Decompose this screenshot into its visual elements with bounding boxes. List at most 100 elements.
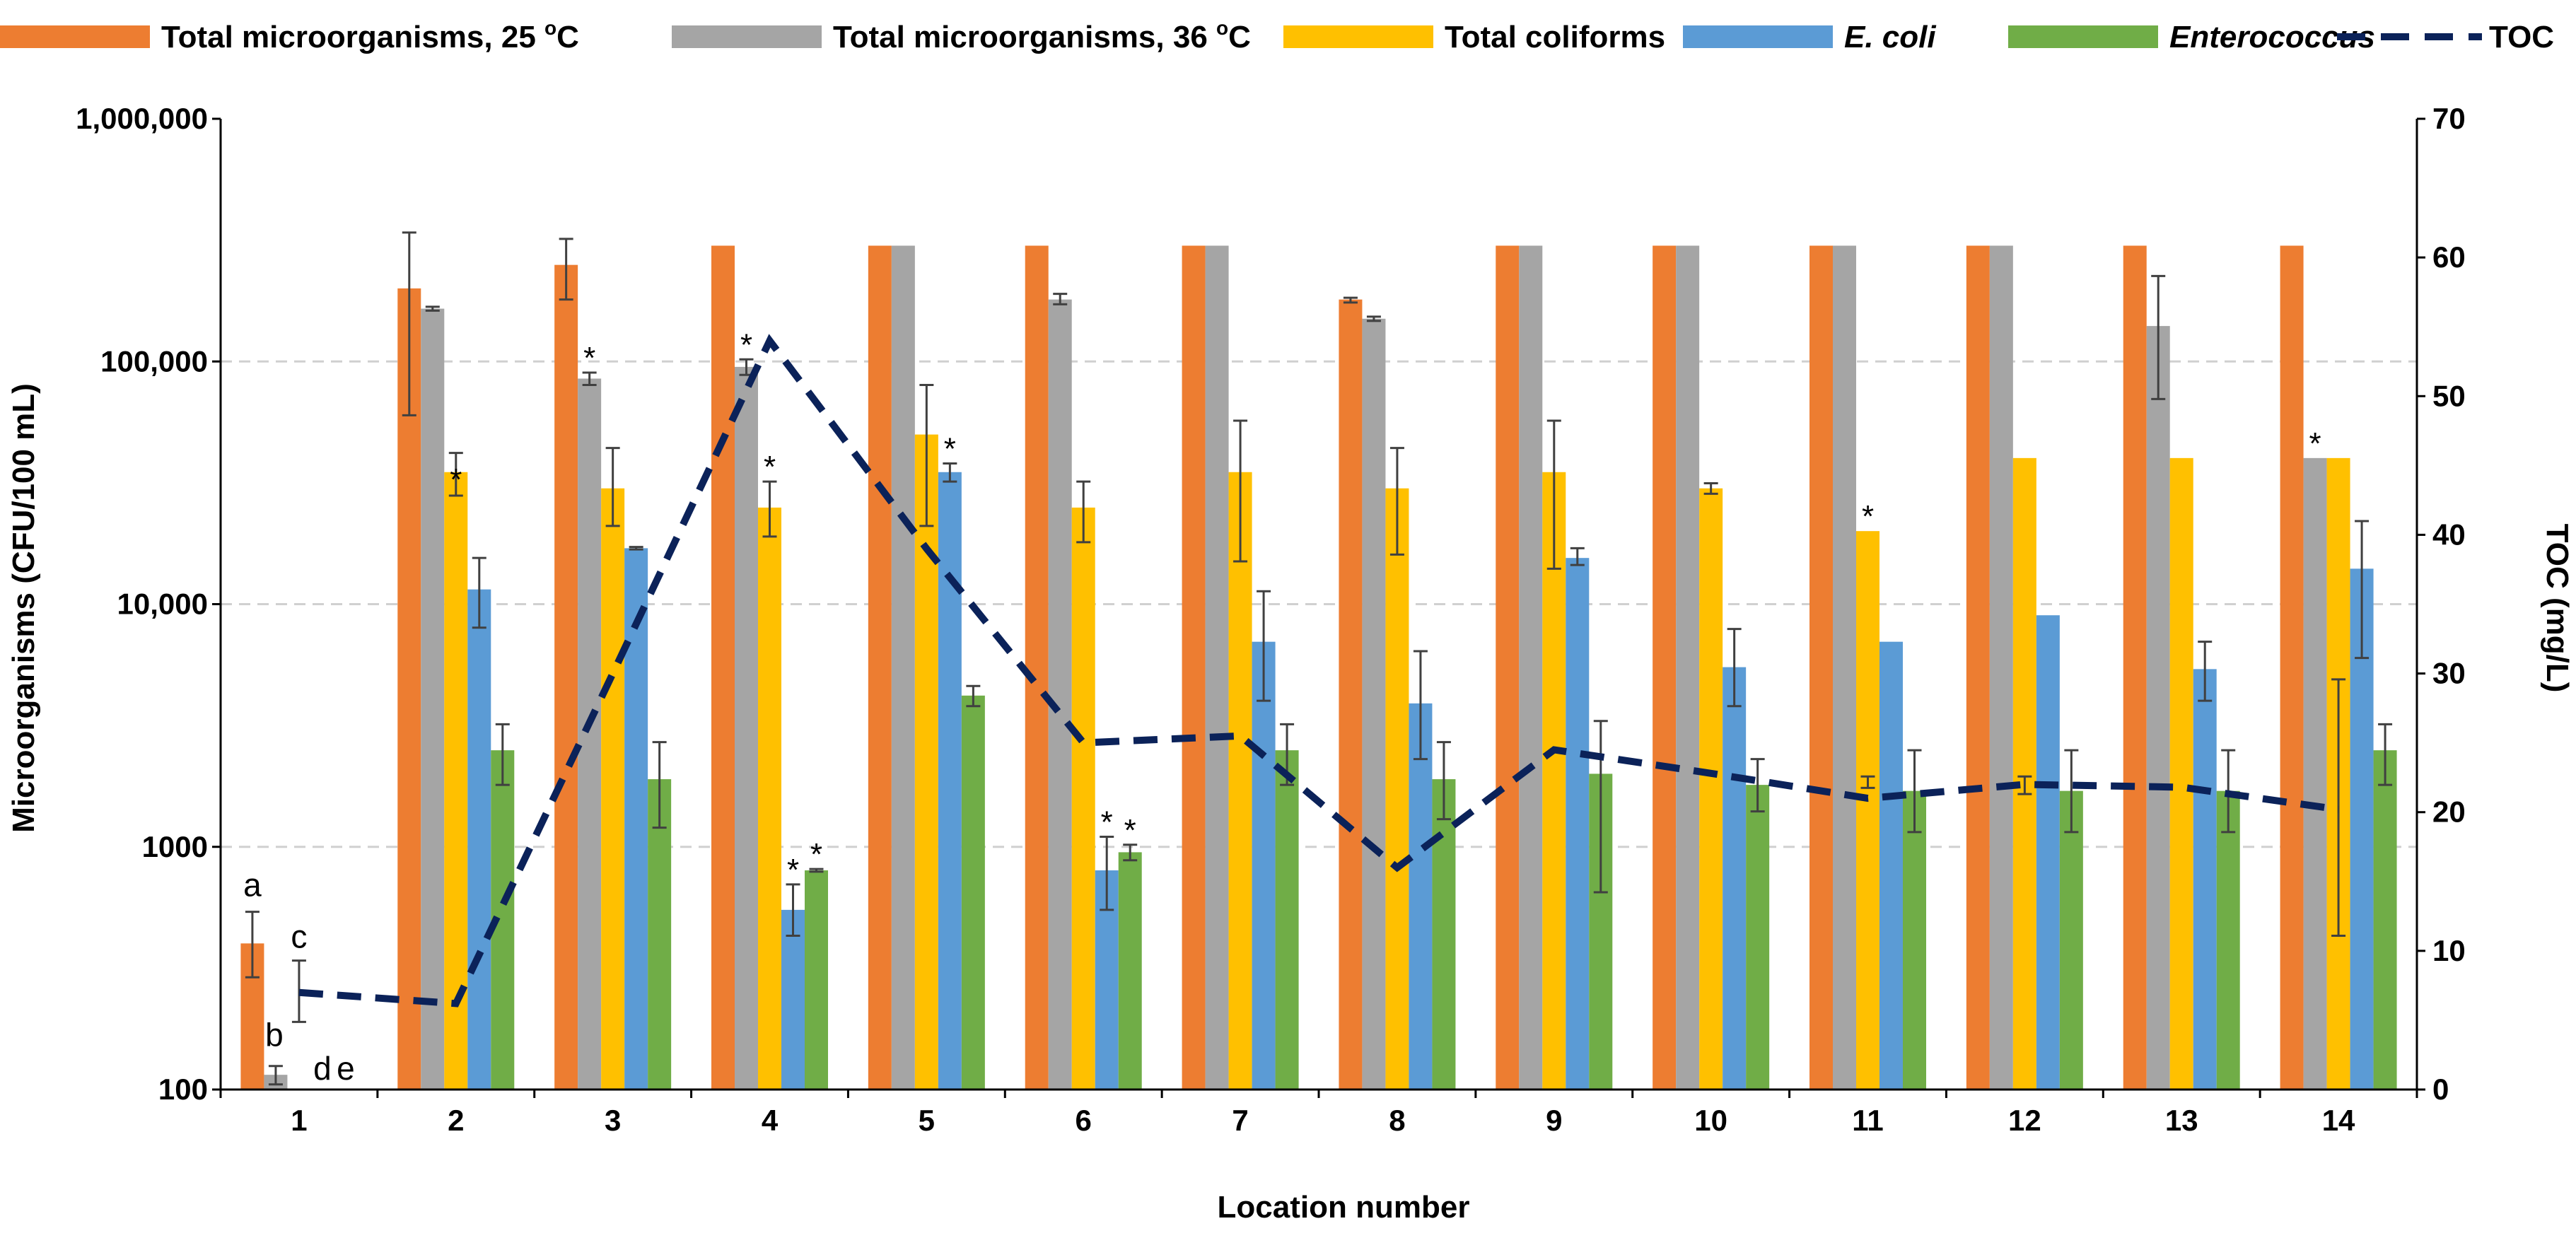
bar-4-cat-10 <box>1723 667 1747 1090</box>
chart-labels: Microorganisms (CFU/100 mL) TOC (mg/L) L… <box>6 383 2575 1225</box>
bar-1-cat-5 <box>868 245 892 1090</box>
bar-1-cat-12 <box>1966 245 1990 1090</box>
error-bar <box>2355 520 2370 660</box>
y-tick-label: 100 <box>158 1073 208 1106</box>
bar-1-cat-14 <box>2280 245 2304 1090</box>
error-bar <box>1366 315 1381 322</box>
bar-5-cat-8 <box>1432 779 1456 1090</box>
bar-4-cat-5 <box>938 472 962 1090</box>
x-tick-label: 13 <box>2165 1104 2198 1137</box>
annotations: * * * * * * * * * * * a b c d e <box>243 327 2321 1087</box>
toc-line-path <box>298 334 2339 1008</box>
bar-3-cat-10 <box>1699 488 1723 1090</box>
bar-5-cat-6 <box>1118 852 1142 1090</box>
legend-swatch <box>1283 25 1433 48</box>
annotation-letter: c <box>291 918 307 955</box>
y-tick-label: 10,000 <box>117 588 208 621</box>
error-bar <box>1389 447 1404 556</box>
error-bar <box>943 462 957 483</box>
significance-star: * <box>1124 813 1136 848</box>
bar-4-cat-9 <box>1566 558 1590 1090</box>
error-bar <box>605 447 620 527</box>
x-tick-label: 9 <box>1546 1104 1562 1137</box>
error-bar <box>1076 480 1091 544</box>
bar-3-cat-6 <box>1071 507 1095 1090</box>
x-axis-title: Location number <box>1218 1190 1470 1225</box>
error-bar <box>809 868 824 873</box>
error-bar <box>402 231 416 416</box>
significance-star: * <box>740 327 752 362</box>
bar-5-cat-13 <box>2216 790 2240 1090</box>
bars <box>240 245 2397 1090</box>
bar-5-cat-14 <box>2373 750 2397 1090</box>
annotation-letter: b <box>265 1017 284 1053</box>
error-bar <box>2378 723 2393 786</box>
error-bar <box>1727 628 1742 708</box>
bar-1-cat-11 <box>1809 245 1833 1090</box>
bar-3-cat-3 <box>601 488 625 1090</box>
x-tick-label: 5 <box>919 1104 935 1137</box>
bar-4-cat-12 <box>2036 615 2060 1090</box>
error-bar <box>1436 741 1451 821</box>
bar-1-cat-2 <box>397 288 421 1090</box>
bar-3-cat-13 <box>2169 457 2193 1090</box>
y2-tick-label: 30 <box>2432 657 2466 690</box>
x-tick-label: 6 <box>1076 1104 1092 1137</box>
significance-star: * <box>583 341 595 375</box>
legend-item: Total microorganisms, 36 oC <box>672 17 1251 54</box>
error-bar <box>495 723 510 786</box>
legend-item: E. coli <box>1683 20 1936 54</box>
annotation-letter: a <box>243 867 262 904</box>
x-tick-label: 1 <box>291 1104 307 1137</box>
error-bar <box>268 1065 283 1086</box>
legend-swatch <box>1683 25 1833 48</box>
significance-star: * <box>1862 499 1874 534</box>
bar-2-cat-5 <box>891 245 915 1090</box>
bar-1-cat-3 <box>554 264 578 1090</box>
significance-star: * <box>944 431 956 466</box>
bar-2-cat-7 <box>1205 245 1229 1090</box>
legend-item: TOC <box>2337 20 2554 54</box>
bar-2-cat-10 <box>1676 245 1700 1090</box>
y2-tick-label: 50 <box>2432 379 2466 412</box>
error-bar <box>1343 296 1358 304</box>
bar-3-cat-4 <box>758 507 781 1090</box>
bar-4-cat-4 <box>781 909 805 1090</box>
x-tick-label: 3 <box>605 1104 621 1137</box>
significance-star: * <box>764 450 776 484</box>
error-bar <box>1570 547 1585 566</box>
legend-label: Total microorganisms, 25 oC <box>161 17 579 54</box>
legend-label: TOC <box>2489 20 2554 54</box>
error-bar <box>1100 836 1114 911</box>
error-bar <box>1257 590 1271 702</box>
y-tick-label: 100,000 <box>100 344 208 378</box>
error-bar <box>2064 749 2079 834</box>
bar-3-cat-11 <box>1856 531 1879 1090</box>
bar-5-cat-10 <box>1746 785 1770 1090</box>
legend-swatch <box>672 25 822 48</box>
bar-3-cat-5 <box>914 434 938 1090</box>
x-tick-label: 2 <box>448 1104 464 1137</box>
bar-1-cat-10 <box>1653 245 1677 1090</box>
bar-3-cat-7 <box>1228 472 1252 1090</box>
y2-tick-label: 40 <box>2432 518 2466 551</box>
y2-tick-label: 0 <box>2432 1073 2449 1106</box>
error-bar <box>291 959 306 1023</box>
bar-5-cat-3 <box>648 779 672 1090</box>
bar-1-cat-4 <box>711 245 735 1090</box>
bar-1-cat-9 <box>1496 245 1520 1090</box>
legend-item: Enterococcus <box>2008 20 2375 54</box>
y2-tick-label: 20 <box>2432 795 2466 829</box>
x-tick-label: 10 <box>1694 1104 1727 1137</box>
bar-2-cat-11 <box>1833 245 1856 1090</box>
bar-2-cat-2 <box>421 308 445 1090</box>
bar-1-cat-6 <box>1025 245 1049 1090</box>
error-bar <box>1907 749 1922 834</box>
legend-label: E. coli <box>1844 20 1936 54</box>
axes: 100 1000 10,000 100,000 1,000,000 0 10 20 30 40 50… <box>76 102 2466 1137</box>
bar-3-cat-8 <box>1385 488 1409 1090</box>
y-tick-label: 1000 <box>142 830 208 863</box>
error-bar <box>652 741 667 829</box>
bar-1-cat-13 <box>2123 245 2147 1090</box>
y2-tick-label: 10 <box>2432 934 2466 967</box>
